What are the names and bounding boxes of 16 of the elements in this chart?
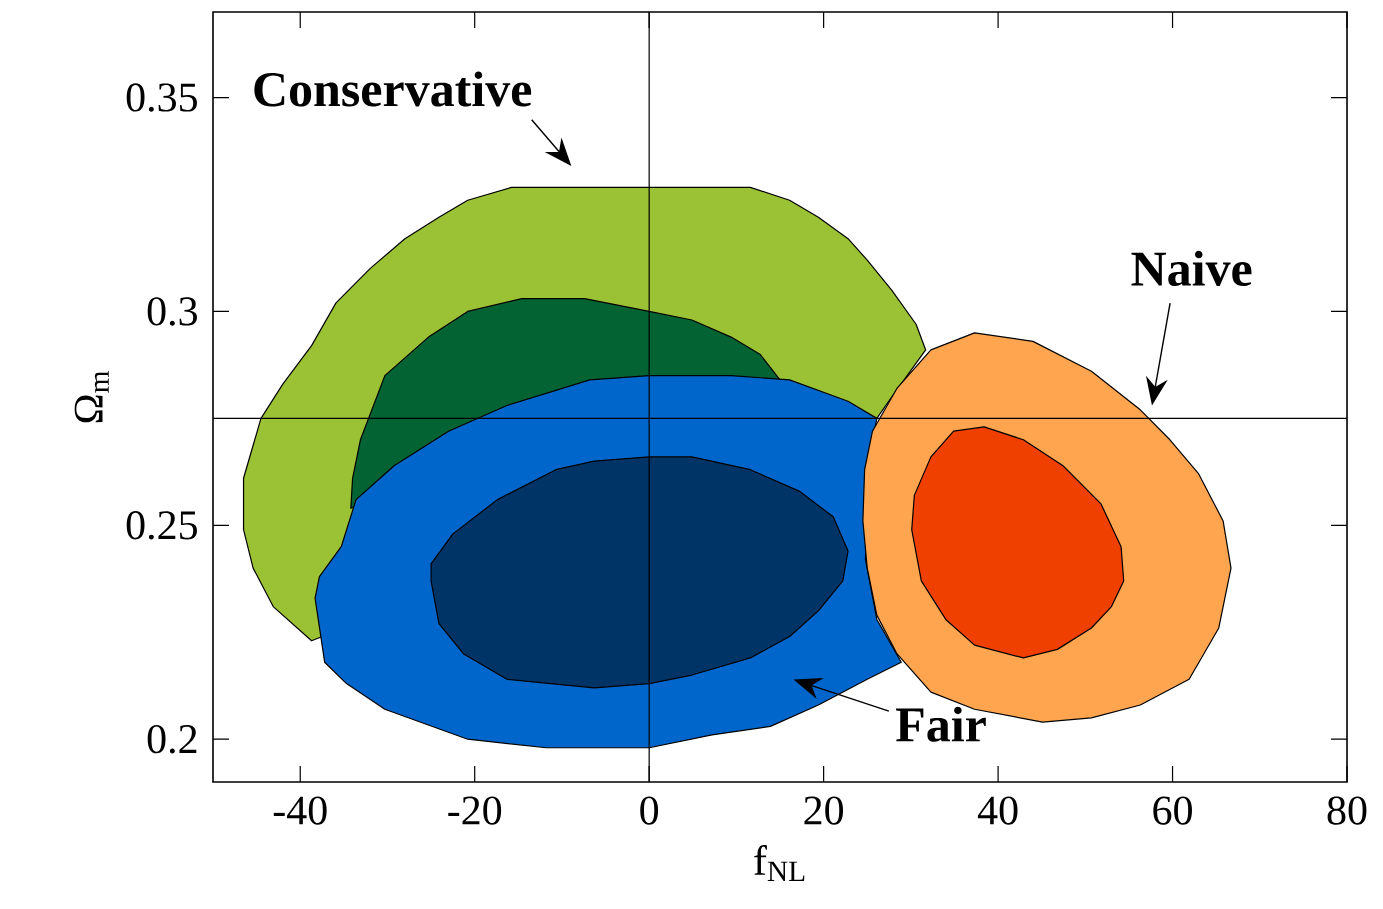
x-tick-label: -40: [273, 796, 327, 825]
x-tick-label: 20: [804, 796, 844, 825]
x-tick-label: -20: [448, 796, 502, 825]
y-tick-label: 0.2: [147, 724, 197, 754]
x-tick-label: 40: [977, 796, 1018, 825]
x-axis-title: f$_{NL}$: [754, 845, 805, 881]
y-tick-label: 0.35: [126, 83, 197, 112]
x-tick-label: 0: [640, 796, 659, 825]
y-tick-label: 0.25: [126, 511, 197, 540]
y-tick-label: 0.3: [147, 297, 197, 326]
x-tick-label: 60: [1153, 796, 1192, 825]
x-tick-label: 80: [1327, 796, 1367, 825]
annotation: Conservative: [254, 71, 532, 107]
annotation: Naive: [1131, 250, 1252, 286]
y-axis-title: Ω$_{m}$: [74, 370, 109, 423]
annotation: Fair: [896, 706, 986, 742]
